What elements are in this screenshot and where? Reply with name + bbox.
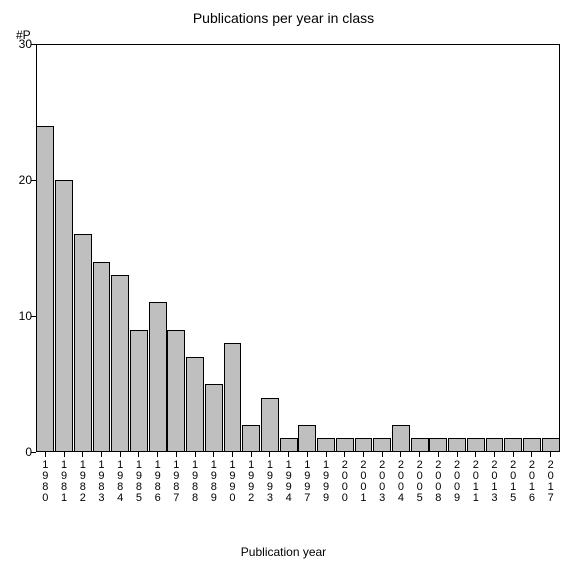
- x-tick-mark: [307, 452, 308, 457]
- bar: [467, 438, 485, 452]
- x-tick-label: 1987: [167, 460, 186, 504]
- bar: [224, 343, 242, 452]
- bar: [242, 425, 260, 452]
- bar: [542, 438, 560, 452]
- y-tick-label: 20: [4, 174, 32, 186]
- x-tick-label: 1999: [317, 460, 336, 504]
- x-tick-label: 1989: [204, 460, 223, 504]
- bar: [448, 438, 466, 452]
- x-tick-label: 2000: [335, 460, 354, 504]
- y-tick-label: 10: [4, 310, 32, 322]
- x-tick-mark: [157, 452, 158, 457]
- x-tick-mark: [550, 452, 551, 457]
- x-tick-label: 1982: [73, 460, 92, 504]
- chart-container: Publications per year in class #P 010203…: [0, 0, 567, 567]
- x-axis-label: Publication year: [0, 545, 567, 559]
- bar: [36, 126, 54, 452]
- bar: [392, 425, 410, 452]
- x-tick-label: 2004: [392, 460, 411, 504]
- x-tick-mark: [251, 452, 252, 457]
- x-tick-label: 2011: [466, 460, 485, 504]
- bar: [167, 330, 185, 452]
- y-tick-mark: [31, 316, 36, 317]
- x-tick-mark: [438, 452, 439, 457]
- x-tick-label: 1992: [242, 460, 261, 504]
- chart-title: Publications per year in class: [0, 10, 567, 26]
- bar: [298, 425, 316, 452]
- x-tick-label: 2017: [541, 460, 560, 504]
- x-tick-label: 2009: [448, 460, 467, 504]
- bar: [186, 357, 204, 452]
- x-tick-mark: [82, 452, 83, 457]
- x-tick-mark: [363, 452, 364, 457]
- x-tick-mark: [195, 452, 196, 457]
- x-tick-label: 1980: [36, 460, 55, 504]
- x-tick-label: 1994: [279, 460, 298, 504]
- x-tick-mark: [120, 452, 121, 457]
- bar: [486, 438, 504, 452]
- bar: [429, 438, 447, 452]
- x-tick-label: 1984: [111, 460, 130, 504]
- x-tick-mark: [382, 452, 383, 457]
- x-tick-mark: [419, 452, 420, 457]
- bar: [149, 302, 167, 452]
- x-tick-mark: [326, 452, 327, 457]
- bar: [373, 438, 391, 452]
- x-tick-mark: [288, 452, 289, 457]
- bar: [205, 384, 223, 452]
- y-tick-label: 0: [4, 446, 32, 458]
- bar: [523, 438, 541, 452]
- bar: [504, 438, 522, 452]
- x-tick-label: 1983: [92, 460, 111, 504]
- x-tick-mark: [138, 452, 139, 457]
- x-tick-label: 1997: [298, 460, 317, 504]
- bar: [280, 438, 298, 452]
- x-tick-mark: [269, 452, 270, 457]
- bar: [317, 438, 335, 452]
- x-tick-label: 1986: [148, 460, 167, 504]
- bar: [411, 438, 429, 452]
- x-tick-label: 2003: [373, 460, 392, 504]
- x-tick-mark: [232, 452, 233, 457]
- bar: [93, 262, 111, 452]
- x-tick-mark: [457, 452, 458, 457]
- x-tick-mark: [531, 452, 532, 457]
- x-tick-label: 1990: [223, 460, 242, 504]
- x-tick-label: 2005: [410, 460, 429, 504]
- x-tick-label: 1993: [261, 460, 280, 504]
- bar: [355, 438, 373, 452]
- x-tick-mark: [475, 452, 476, 457]
- x-tick-label: 1981: [55, 460, 74, 504]
- bar: [130, 330, 148, 452]
- x-tick-label: 2013: [485, 460, 504, 504]
- x-tick-label: 2008: [429, 460, 448, 504]
- x-tick-label: 1985: [130, 460, 149, 504]
- x-tick-mark: [344, 452, 345, 457]
- y-tick-mark: [31, 452, 36, 453]
- y-tick-mark: [31, 44, 36, 45]
- bar: [74, 234, 92, 452]
- x-tick-mark: [64, 452, 65, 457]
- x-tick-label: 2015: [504, 460, 523, 504]
- bar: [111, 275, 129, 452]
- x-tick-label: 2016: [523, 460, 542, 504]
- x-tick-mark: [176, 452, 177, 457]
- x-tick-mark: [101, 452, 102, 457]
- x-tick-mark: [213, 452, 214, 457]
- x-tick-mark: [494, 452, 495, 457]
- bar: [261, 398, 279, 452]
- y-tick-mark: [31, 180, 36, 181]
- bar: [55, 180, 73, 452]
- x-tick-label: 1988: [186, 460, 205, 504]
- x-tick-mark: [513, 452, 514, 457]
- y-tick-label: 30: [4, 38, 32, 50]
- x-tick-label: 2001: [354, 460, 373, 504]
- x-tick-mark: [400, 452, 401, 457]
- x-tick-mark: [45, 452, 46, 457]
- bar: [336, 438, 354, 452]
